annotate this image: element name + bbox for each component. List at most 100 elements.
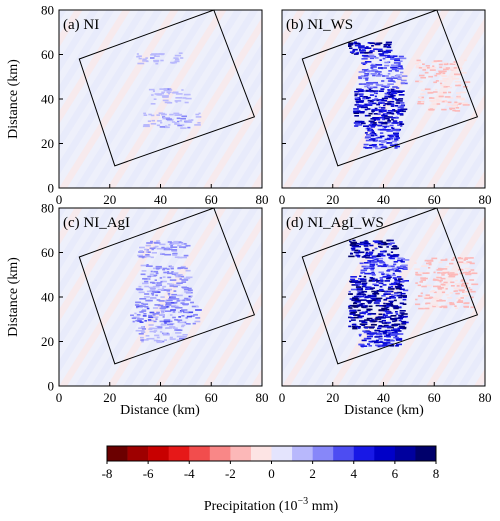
precip-streak <box>366 252 373 255</box>
precip-streak <box>136 314 141 316</box>
background-stripe <box>282 208 370 348</box>
colorbar-cell <box>127 446 149 461</box>
precip-streak <box>359 323 366 326</box>
precip-streak <box>376 339 379 342</box>
precip-streak <box>426 297 432 299</box>
precip-streak <box>132 320 135 323</box>
precip-streak <box>457 107 461 109</box>
precip-streak <box>384 103 392 105</box>
y-tick-label: 0 <box>48 181 55 196</box>
precip-streak <box>365 83 369 86</box>
background-stripe <box>123 208 243 386</box>
precip-streak <box>396 110 402 112</box>
precip-streak <box>395 98 400 101</box>
precip-streak <box>440 272 446 274</box>
background-stripe <box>282 10 322 74</box>
precip-streak <box>360 122 366 125</box>
precip-streak <box>415 303 421 306</box>
precip-streak <box>179 278 182 280</box>
precip-streak <box>381 145 387 148</box>
precip-streak <box>387 101 391 103</box>
precip-streak <box>140 264 147 267</box>
precip-streak <box>442 78 449 80</box>
precip-streak <box>384 291 388 293</box>
precip-streak <box>387 121 391 124</box>
precip-streak <box>436 103 441 105</box>
precip-streak <box>180 302 185 304</box>
precip-streak <box>432 103 435 105</box>
precip-streak <box>385 54 391 57</box>
precip-streak <box>392 109 396 111</box>
precip-streak <box>139 321 144 323</box>
precip-streak <box>350 247 356 250</box>
precip-streak <box>401 280 406 282</box>
precip-streak <box>371 66 377 68</box>
precip-streak <box>387 290 392 293</box>
precip-streak <box>378 271 384 274</box>
precip-streak <box>378 338 383 340</box>
background-stripe <box>59 208 131 323</box>
precip-streak <box>452 62 456 64</box>
colorbar-tick-label: -8 <box>102 466 113 481</box>
precip-streak <box>382 113 385 116</box>
precip-streak <box>381 110 387 112</box>
precip-streak <box>364 266 372 269</box>
precip-streak <box>175 58 180 61</box>
precip-streak <box>388 286 391 289</box>
precip-streak <box>143 112 147 115</box>
precip-streak <box>182 303 189 305</box>
precip-streak <box>457 267 461 269</box>
precip-streak <box>171 304 177 307</box>
precip-streak <box>372 90 379 92</box>
precip-streak <box>400 71 404 74</box>
precip-streak <box>168 294 171 296</box>
precip-streak <box>378 245 382 248</box>
precip-streak <box>174 301 178 304</box>
precip-streak <box>370 295 377 298</box>
precip-streak <box>391 305 399 307</box>
precip-streak <box>162 268 165 271</box>
colorbar-tick-label: -6 <box>143 466 154 481</box>
precip-streak <box>399 123 405 125</box>
precip-streak <box>186 311 189 314</box>
precip-streak <box>443 281 448 284</box>
precip-streak <box>165 299 173 302</box>
precip-streak <box>447 273 451 275</box>
precip-streak <box>454 110 461 112</box>
precip-streak <box>149 247 156 250</box>
precip-streak <box>457 103 461 105</box>
precip-streak <box>363 125 370 127</box>
precip-streak <box>454 81 461 83</box>
precip-streak <box>358 333 362 336</box>
precip-streak <box>370 324 377 326</box>
precip-streak <box>376 297 383 300</box>
precip-streak <box>387 89 390 91</box>
precip-streak <box>431 257 438 260</box>
precip-streak <box>366 317 373 320</box>
precip-streak <box>436 269 443 271</box>
precip-streak <box>451 78 457 80</box>
precip-streak <box>398 280 401 282</box>
precip-streak <box>391 118 394 121</box>
precip-streak <box>358 47 362 49</box>
precip-streak <box>384 280 390 282</box>
precip-streak <box>140 273 146 276</box>
colorbar-cell <box>312 446 334 461</box>
precip-streak <box>177 267 185 269</box>
precip-streak <box>164 125 168 127</box>
precip-streak <box>379 54 386 57</box>
precip-streak <box>379 132 384 134</box>
precip-streak <box>182 243 187 245</box>
precip-streak <box>394 319 398 322</box>
precip-streak <box>372 283 378 286</box>
precip-streak <box>373 119 376 121</box>
precip-streak <box>398 314 404 317</box>
precip-streak <box>389 80 395 82</box>
precip-streak <box>431 61 437 64</box>
precip-streak <box>391 97 397 100</box>
precip-streak <box>184 101 189 104</box>
background-stripe <box>474 170 485 188</box>
y-tick-label: 60 <box>41 47 54 62</box>
precip-streak <box>170 302 177 304</box>
